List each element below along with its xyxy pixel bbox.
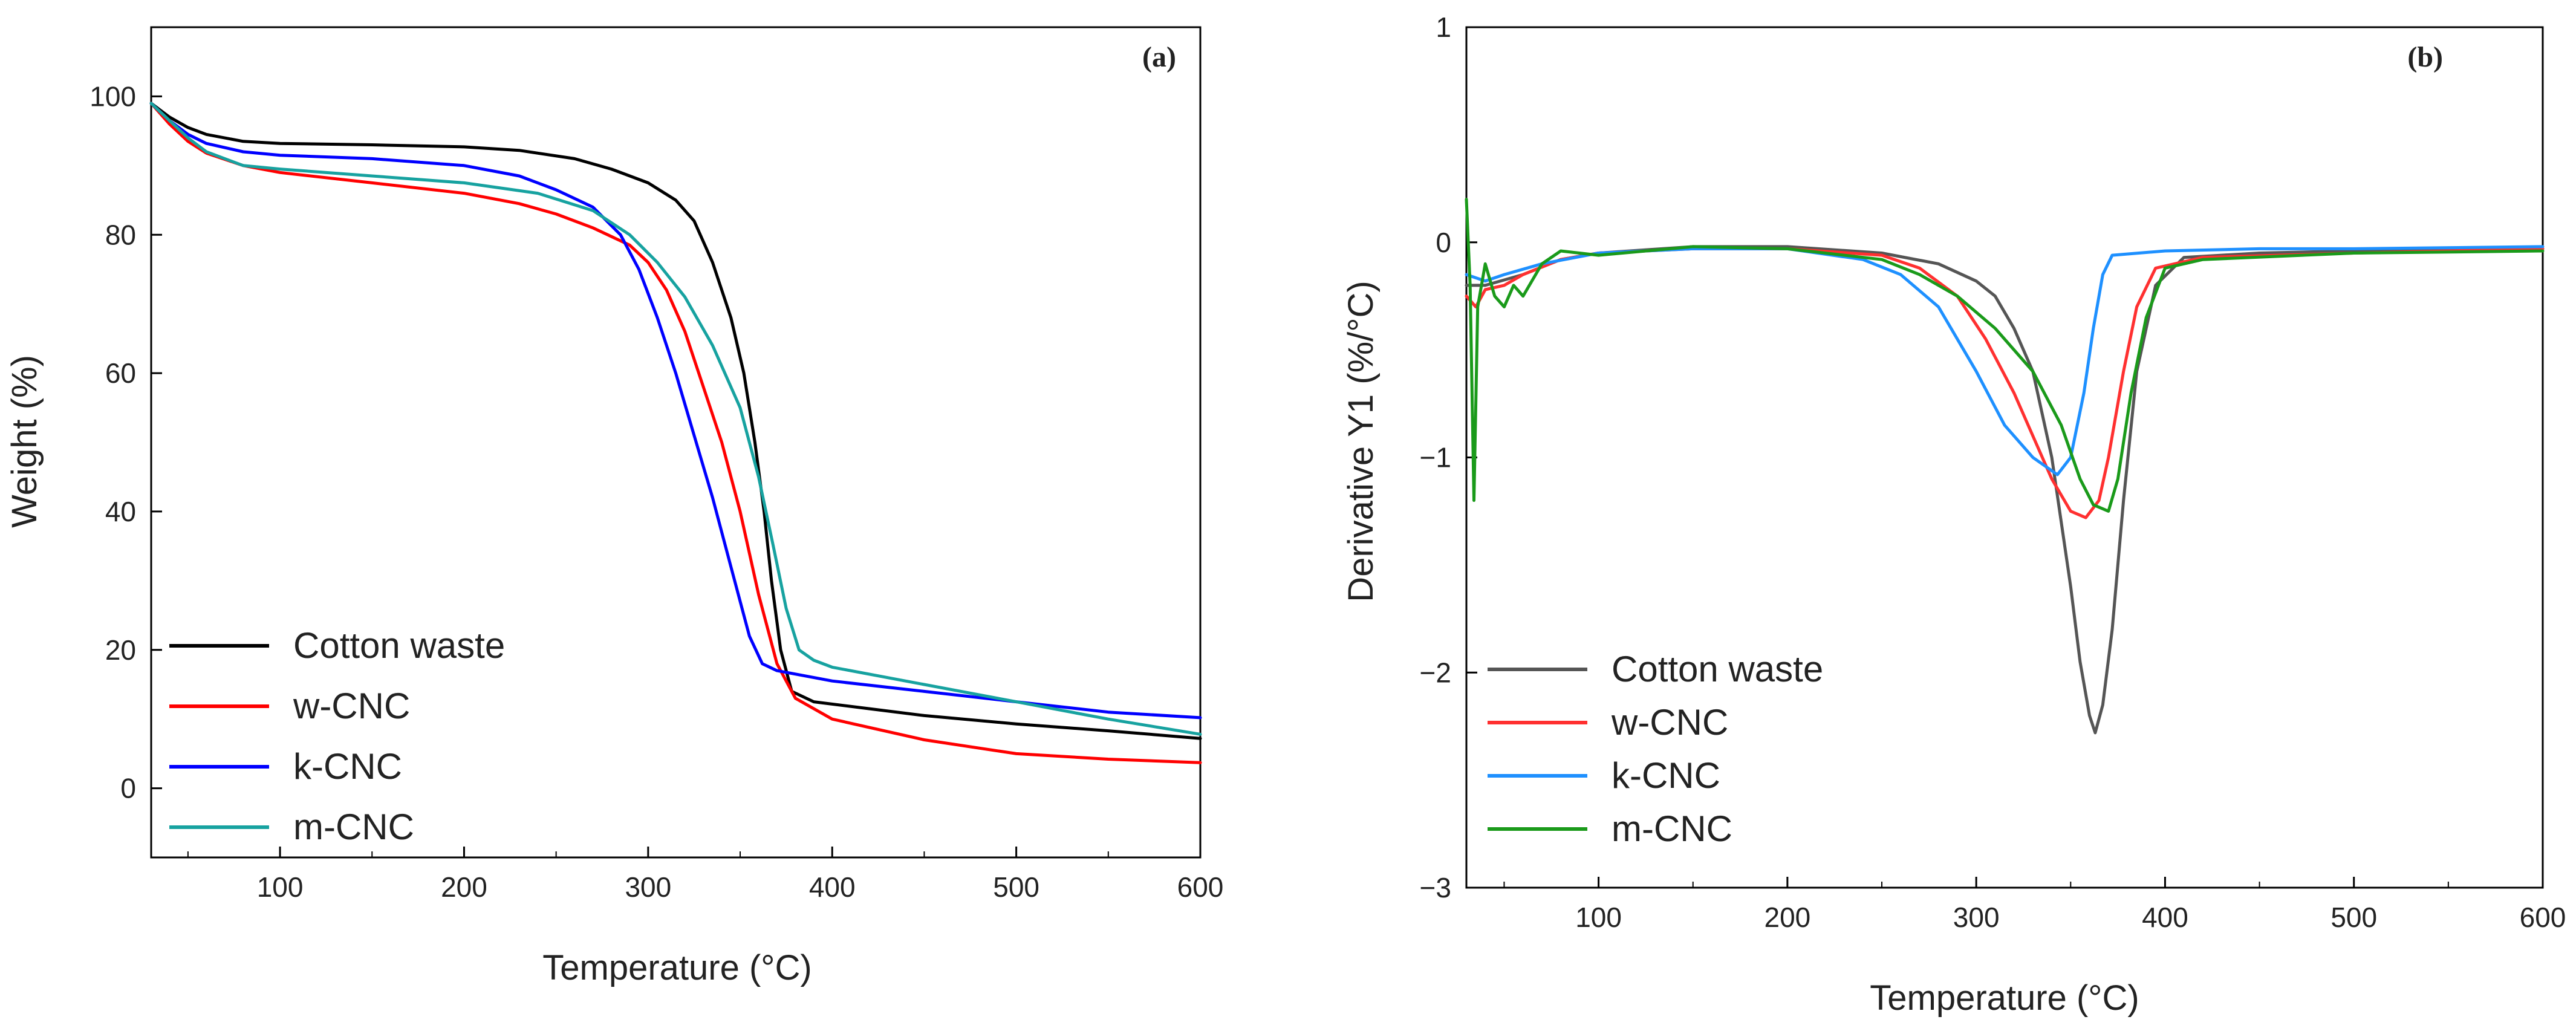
y-tick-label: −3 bbox=[1420, 872, 1451, 903]
y-tick-label: 1 bbox=[1436, 11, 1451, 43]
y-tick-label: 0 bbox=[1436, 227, 1451, 258]
x-tick-label: 300 bbox=[1953, 902, 2000, 933]
y-tick-label: 100 bbox=[89, 80, 136, 112]
legend-label: w-CNC bbox=[293, 686, 410, 726]
y-axis-title: Derivative Y1 (%/°C) bbox=[1341, 281, 1381, 602]
x-tick-label: 200 bbox=[441, 871, 487, 903]
series-line-w-cnc bbox=[1465, 247, 2545, 519]
panel-label: (b) bbox=[2407, 41, 2443, 73]
x-tick-label: 600 bbox=[1177, 871, 1224, 903]
legend-label: m-CNC bbox=[1612, 808, 1732, 849]
legend-label: k-CNC bbox=[293, 746, 402, 787]
legend-label: Cotton waste bbox=[293, 625, 505, 666]
panel-b: 100 200 300 400 500 600 1 0 −1 −2 −3 Temperature (°… bbox=[1341, 11, 2566, 1018]
series-line-k-cnc bbox=[1465, 245, 2545, 476]
panel-a: 100 200 300 400 500 600 0 20 40 60 80 100 Temperatur… bbox=[5, 26, 1224, 987]
series-line-m-cnc bbox=[149, 102, 1202, 736]
plot-frame bbox=[150, 26, 1202, 859]
y-tick-label: 20 bbox=[105, 634, 136, 666]
x-axis-title: Temperature (°C) bbox=[542, 948, 812, 987]
x-axis-title: Temperature (°C) bbox=[1870, 978, 2139, 1018]
y-tick-label: 0 bbox=[120, 773, 136, 804]
y-tick-label: −2 bbox=[1420, 657, 1451, 688]
x-tick-label: 600 bbox=[2520, 902, 2566, 933]
x-tick-label: 400 bbox=[2142, 902, 2188, 933]
x-tick-label: 500 bbox=[2330, 902, 2377, 933]
series-line-m-cnc bbox=[1465, 198, 2545, 513]
legend-label: k-CNC bbox=[1612, 755, 1720, 796]
y-tick-label: 40 bbox=[105, 496, 136, 527]
x-tick-label: 100 bbox=[257, 871, 304, 903]
x-tick-label: 400 bbox=[809, 871, 856, 903]
x-tick-label: 200 bbox=[1764, 902, 1811, 933]
x-tick-label: 100 bbox=[1575, 902, 1622, 933]
series-line-cotton-waste bbox=[149, 102, 1202, 740]
series-line-k-cnc bbox=[149, 102, 1202, 720]
y-tick-label: −1 bbox=[1420, 442, 1451, 473]
y-axis-title: Weight (%) bbox=[5, 355, 44, 528]
y-tick-label: 60 bbox=[105, 357, 136, 389]
legend-label: Cotton waste bbox=[1612, 649, 1823, 689]
x-tick-label: 500 bbox=[993, 871, 1039, 903]
y-tick-label: 80 bbox=[105, 219, 136, 250]
legend-label: w-CNC bbox=[1611, 702, 1728, 743]
legend-label: m-CNC bbox=[293, 807, 414, 847]
x-tick-label: 300 bbox=[625, 871, 671, 903]
panel-label: (a) bbox=[1142, 41, 1176, 73]
